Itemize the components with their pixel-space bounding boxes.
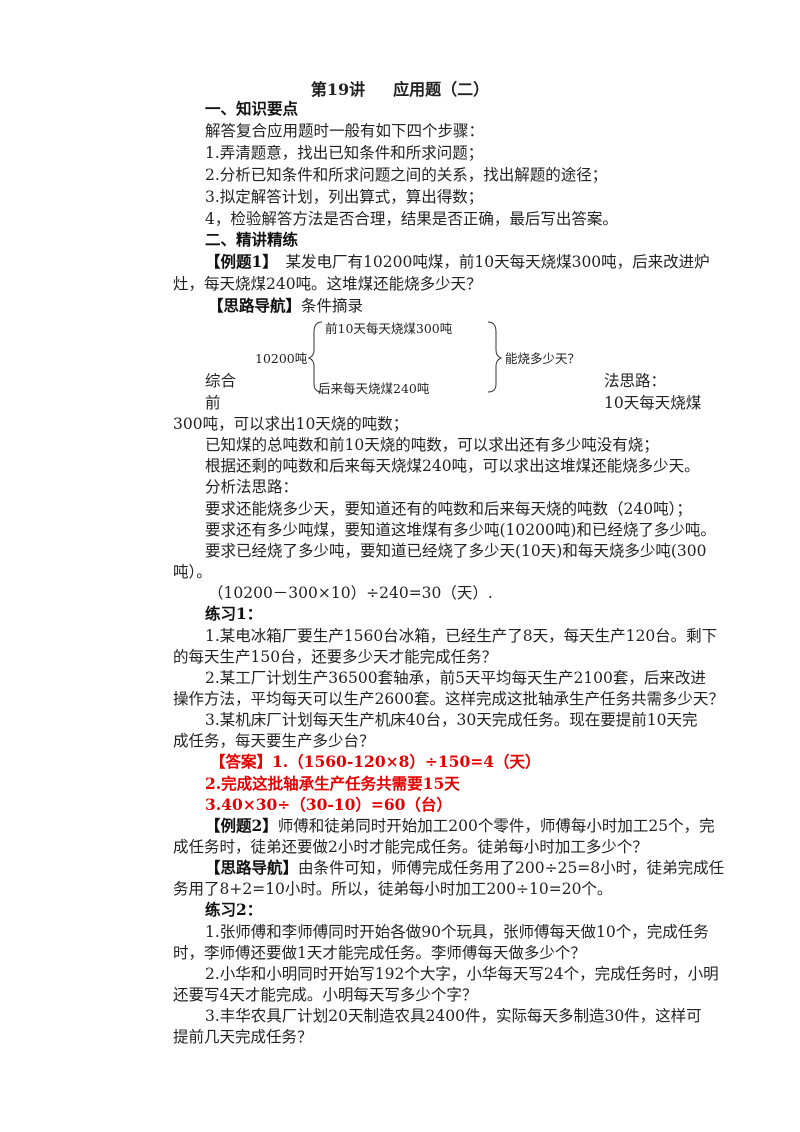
text-line: 根据还剩的吨数和后来每天烧煤240吨，可以求出这堆煤还能烧多少天。 <box>205 456 700 476</box>
text-line: 操作方法，平均每天可以生产2600套。这样完成这批轴承生产任务共需多少天？ <box>173 689 724 709</box>
text-line: 2.小华和小明同时开始写192个大字，小华每天写24个，完成任务时，小明 <box>205 964 719 984</box>
text-line: 务用了8+2=10小时。所以，徒弟每小时加工200÷10=20个。 <box>173 879 612 899</box>
line-text: 某发电厂有10200吨煤，前10天每天烧煤300吨，后来改进炉 <box>270 253 710 272</box>
answer-line: 3.40×30÷（30-10）=60（台） <box>205 795 452 815</box>
line-text: 1.某电冰箱厂要生产1560台冰箱，已经生产了8天，每天生产120台。剩下 <box>205 626 718 645</box>
diagram-question: 能烧多少天？ <box>505 351 581 366</box>
text-line: 的每天生产150台，还要多少天才能完成任务？ <box>173 647 497 667</box>
line-text: 3.40×30÷（30-10）=60（台） <box>205 794 452 814</box>
text-line: 2.某工厂计划生产36500套轴承，前5天平均每天生产2100套，后来改进 <box>205 668 706 688</box>
right-brace <box>487 321 503 393</box>
section-label: 【例题2】 <box>205 815 278 835</box>
section-label: 二、精讲精练 <box>205 230 299 250</box>
line-text: 成任务，每天要生产多少台？ <box>173 732 375 751</box>
line-text: 3.拟定解答计划，列出算式，算出得数； <box>205 187 484 206</box>
line-text: 2.小华和小明同时开始写192个大字，小华每天写24个，完成任务时，小明 <box>205 964 719 983</box>
text-line: 【例题2】师傅和徒弟同时开始加工200个零件，师傅每小时加工25个，完 <box>205 816 715 836</box>
float-left-2: 前 <box>205 394 221 412</box>
page-title: 第19讲 应用题（二） <box>0 76 800 100</box>
text-line: 1.某电冰箱厂要生产1560台冰箱，已经生产了8天，每天生产120台。剩下 <box>205 626 717 646</box>
line-text: 成任务时，徒弟还要做2小时才能完成任务。徒弟每小时加工多少个？ <box>173 838 648 856</box>
line-text: 的每天生产150台，还要多少天才能完成任务？ <box>173 647 498 666</box>
line-text: 时，李师傅还要做1天才能完成任务。李师傅每天做多少个？ <box>173 943 586 962</box>
line-text: 要求还有多少吨煤，要知道这堆煤有多少吨(10200吨)和已经烧了多少吨。 <box>205 520 716 539</box>
line-text: 吨）。 <box>173 563 212 582</box>
section-label: 练习2： <box>205 900 263 920</box>
line-text: 提前几天完成任务？ <box>173 1028 313 1047</box>
lecture-topic: 应用题（二） <box>393 80 490 99</box>
diagram-later-days: 后来每天烧煤240吨 <box>318 381 430 396</box>
text-line: 要求还能烧多少天，要知道还有的吨数和后来每天烧的吨数（240吨）； <box>205 499 692 519</box>
text-line: 【思路导航】条件摘录 <box>208 296 363 316</box>
line-text: 【答案】1.（1560-120×8）÷150=4（天） <box>210 752 541 772</box>
text-line: 时，李师傅还要做1天才能完成任务。李师傅每天做多少个？ <box>173 943 586 963</box>
text-line: 1.张师傅和李师傅同时开始各做90个玩具，张师傅每天做10个，完成任务 <box>205 922 709 942</box>
line-text: 3.丰华农具厂计划20天制造农具2400件，实际每天多制造30件，这样可 <box>205 1007 702 1026</box>
line-text: 要求还能烧多少天，要知道还有的吨数和后来每天烧的吨数（240吨）； <box>205 499 692 518</box>
text-line: 【思路导航】由条件可知，师傅完成任务用了200÷25=8小时，徒弟完成任 <box>205 858 724 878</box>
line-text: 分析法思路： <box>205 478 299 497</box>
text-line: （10200－300×10）÷240=30（天）. <box>208 583 493 603</box>
line-text: 解答复合应用题时一般有如下四个步骤： <box>205 121 485 140</box>
diagram-total: 10200吨 <box>255 351 308 366</box>
line-text: 根据还剩的吨数和后来每天烧煤240吨，可以求出这堆煤还能烧多少天。 <box>205 457 700 476</box>
text-line: 提前几天完成任务？ <box>173 1027 313 1047</box>
text-line: 还要写4天才能完成。小明每天写多少个字？ <box>173 985 477 1005</box>
text-line: 吨）。 <box>173 562 212 582</box>
text-line: 一、知识要点 <box>205 99 298 119</box>
line-text: 务用了8+2=10小时。所以，徒弟每小时加工200÷10=20个。 <box>173 880 613 899</box>
line-text: （10200－300×10）÷240=30（天）. <box>208 584 493 603</box>
line-text: 2.完成这批轴承生产任务共需要15天 <box>205 773 460 793</box>
line-text: 由条件可知，师傅完成任务用了200÷25=8小时，徒弟完成任 <box>298 859 725 878</box>
float-right-2: 10天每天烧煤 <box>604 394 702 412</box>
float-left-1: 综合 <box>205 372 237 390</box>
text-line: 要求还有多少吨煤，要知道这堆煤有多少吨(10200吨)和已经烧了多少吨。 <box>205 520 716 540</box>
section-label: 【思路导航】 <box>205 858 299 878</box>
text-line: 【例题1】 某发电厂有10200吨煤，前10天每天烧煤300吨，后来改进炉 <box>205 252 710 272</box>
text-line: 练习1： <box>205 604 262 624</box>
text-line: 2.分析已知条件和所求问题之间的关系，找出解题的途径； <box>205 165 607 185</box>
text-line: 3.某机床厂计划每天生产机床40台，30天完成任务。现在要提前10天完 <box>205 710 697 730</box>
line-text: 还要写4天才能完成。小明每天写多少个字？ <box>173 986 478 1005</box>
line-text: 条件摘录 <box>301 297 364 316</box>
text-line: 成任务时，徒弟还要做2小时才能完成任务。徒弟每小时加工多少个？ <box>173 837 648 857</box>
line-text: 1.张师傅和李师傅同时开始各做90个玩具，张师傅每天做10个，完成任务 <box>205 922 709 941</box>
text-line: 练习2： <box>205 900 262 920</box>
float-right-1: 法思路： <box>604 372 667 390</box>
line-text: 2.某工厂计划生产36500套轴承，前5天平均每天生产2100套，后来改进 <box>205 668 706 687</box>
line-text: 已知煤的总吨数和前10天烧的吨数，可以求出还有多少吨没有烧； <box>205 436 659 455</box>
line-text: 灶，每天烧煤240吨。这堆煤还能烧多少天？ <box>173 275 482 294</box>
text-line: 3.拟定解答计划，列出算式，算出得数； <box>205 187 483 207</box>
section-label: 练习1： <box>205 604 263 624</box>
text-line: 要求已经烧了多少吨，要知道已经烧了多少天(10天)和每天烧多少吨(300 <box>205 541 706 561</box>
answer-line: 【答案】1.（1560-120×8）÷150=4（天） <box>210 752 541 772</box>
text-line: 300吨，可以求出10天烧的吨数； <box>173 414 408 434</box>
left-brace <box>307 321 323 393</box>
text-line: 1.弄清题意，找出已知条件和所求问题； <box>205 143 483 163</box>
text-line: 已知煤的总吨数和前10天烧的吨数，可以求出还有多少吨没有烧； <box>205 435 659 455</box>
text-line: 成任务，每天要生产多少台？ <box>173 731 375 751</box>
line-text: 要求已经烧了多少吨，要知道已经烧了多少天(10天)和每天烧多少吨(300 <box>205 541 707 560</box>
line-text: 师傅和徒弟同时开始加工200个零件，师傅每小时加工25个，完 <box>277 816 715 835</box>
answer-line: 2.完成这批轴承生产任务共需要15天 <box>205 774 460 794</box>
section-label: 【思路导航】 <box>208 296 302 316</box>
text-line: 解答复合应用题时一般有如下四个步骤： <box>205 121 484 141</box>
text-line: 灶，每天烧煤240吨。这堆煤还能烧多少天？ <box>173 274 482 294</box>
line-text: 300吨，可以求出10天烧的吨数； <box>173 415 409 433</box>
line-text: 操作方法，平均每天可以生产2600套。这样完成这批轴承生产任务共需多少天？ <box>173 689 724 708</box>
text-line: 分析法思路： <box>205 477 298 497</box>
line-text: 3.某机床厂计划每天生产机床40台，30天完成任务。现在要提前10天完 <box>205 711 698 730</box>
text-line: 二、精讲精练 <box>205 230 298 250</box>
section-label: 一、知识要点 <box>205 99 299 118</box>
text-line: 4，检验解答方法是否合理，结果是否正确，最后写出答案。 <box>205 209 618 229</box>
line-text: 4，检验解答方法是否合理，结果是否正确，最后写出答案。 <box>205 209 618 228</box>
line-text: 1.弄清题意，找出已知条件和所求问题； <box>205 143 484 162</box>
lecture-number: 第19讲 <box>310 80 366 99</box>
text-line: 3.丰华农具厂计划20天制造农具2400件，实际每天多制造30件，这样可 <box>205 1006 702 1026</box>
diagram-first-days: 前10天每天烧煤300吨 <box>325 321 453 336</box>
section-label: 【例题1】 <box>205 252 271 272</box>
line-text: 2.分析已知条件和所求问题之间的关系，找出解题的途径； <box>205 165 608 184</box>
